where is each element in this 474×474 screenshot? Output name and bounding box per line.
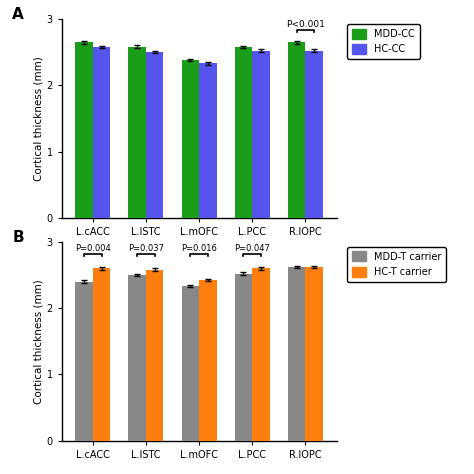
Bar: [75, 282, 93, 441]
Text: A: A: [12, 7, 24, 22]
Text: P=0.016: P=0.016: [181, 244, 217, 253]
Bar: [305, 51, 323, 218]
Text: P=0.047: P=0.047: [234, 244, 270, 253]
Bar: [128, 47, 146, 218]
Bar: [146, 270, 164, 441]
Bar: [199, 280, 217, 441]
Bar: [93, 268, 110, 441]
Bar: [182, 285, 199, 441]
Text: P<0.001: P<0.001: [286, 20, 325, 29]
Bar: [182, 60, 199, 218]
Bar: [305, 267, 323, 441]
Bar: [288, 42, 305, 218]
Bar: [252, 268, 270, 441]
Legend: MDD-CC, HC-CC: MDD-CC, HC-CC: [347, 24, 420, 59]
Legend: MDD-T carrier, HC-T carrier: MDD-T carrier, HC-T carrier: [347, 246, 447, 282]
Bar: [199, 64, 217, 218]
Bar: [288, 267, 305, 441]
Bar: [235, 273, 252, 441]
Bar: [146, 52, 164, 218]
Text: P=0.037: P=0.037: [128, 244, 164, 253]
Bar: [93, 47, 110, 218]
Bar: [235, 47, 252, 218]
Text: P=0.004: P=0.004: [75, 244, 111, 253]
Y-axis label: Cortical thickness (mm): Cortical thickness (mm): [34, 279, 44, 404]
Y-axis label: Cortical thickness (mm): Cortical thickness (mm): [34, 56, 44, 181]
Bar: [75, 42, 93, 218]
Bar: [128, 275, 146, 441]
Text: B: B: [12, 230, 24, 245]
Bar: [252, 51, 270, 218]
